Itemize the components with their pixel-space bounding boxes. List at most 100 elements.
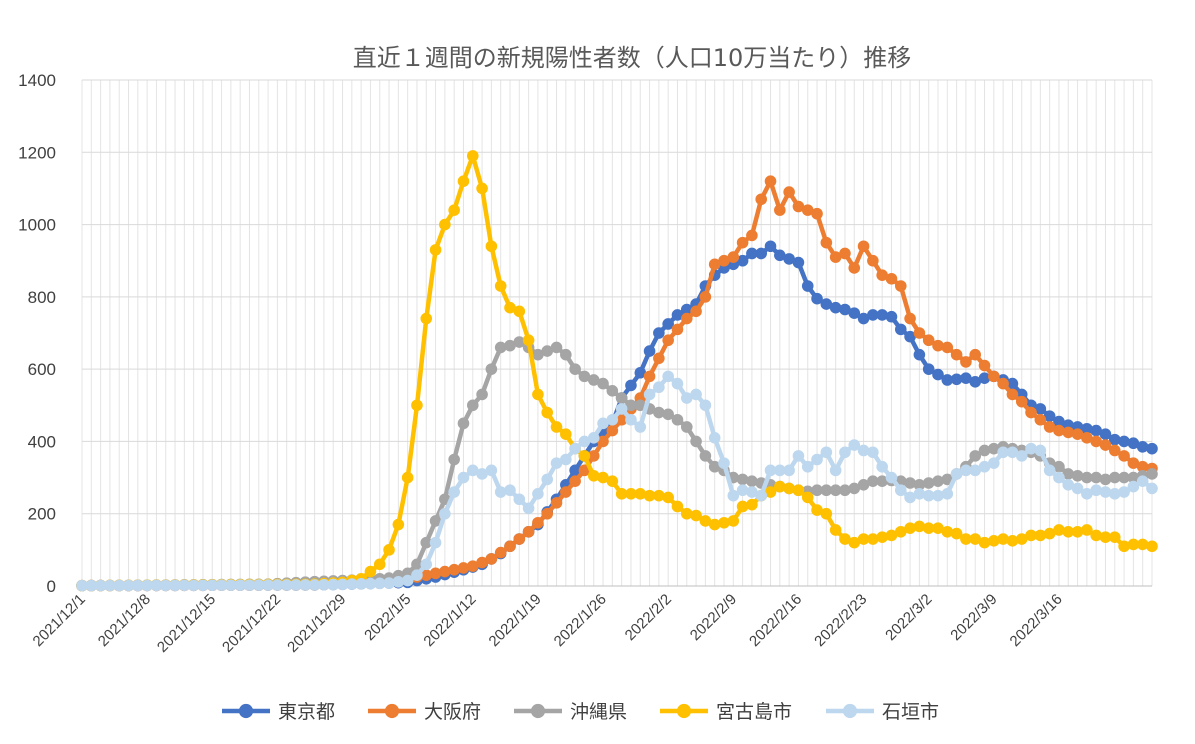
data-point [690, 509, 702, 522]
legend-label: 宮古島市 [716, 701, 792, 723]
data-point [783, 186, 795, 198]
data-point [569, 475, 581, 487]
data-point [1015, 450, 1028, 462]
data-point [885, 310, 898, 323]
data-point [494, 280, 507, 292]
data-point [867, 533, 879, 545]
data-point [466, 150, 479, 162]
data-point [969, 348, 982, 361]
data-point [373, 558, 386, 571]
data-point [439, 218, 451, 231]
x-tick-label: 2022/3/16 [1007, 591, 1066, 650]
legend-swatch-marker [384, 703, 400, 719]
data-point [560, 486, 572, 498]
y-tick-label: 1400 [18, 71, 56, 90]
legend-label: 沖縄県 [570, 701, 627, 723]
data-point [653, 381, 665, 394]
legend: 東京都 大阪府 沖縄県 宮古島市 石垣市 [222, 701, 939, 723]
x-tick-label: 2021/12/29 [284, 591, 349, 656]
data-point [941, 488, 954, 500]
data-point [1053, 424, 1065, 437]
data-point [560, 453, 572, 466]
data-point [867, 446, 879, 459]
data-point [401, 471, 414, 484]
data-point [634, 421, 647, 433]
data-point [606, 475, 619, 487]
data-point [457, 562, 470, 574]
data-point [885, 471, 898, 484]
data-point [960, 356, 972, 368]
data-point [922, 334, 935, 347]
data-point [801, 491, 814, 504]
data-point [476, 182, 488, 195]
data-point [755, 247, 768, 260]
data-point [848, 262, 861, 274]
data-point [494, 341, 507, 354]
data-point [904, 312, 916, 325]
data-point [718, 457, 730, 469]
legend-item: 大阪府 [368, 701, 481, 723]
data-point [513, 305, 526, 318]
horizontal-gridlines [82, 79, 1152, 587]
data-point [708, 518, 721, 531]
data-point [736, 473, 749, 486]
data-point [522, 525, 535, 538]
y-axis-tick-labels: 0 200 400 600 800 1000 1200 1400 [18, 71, 56, 596]
data-point [988, 535, 1000, 547]
data-point [690, 435, 702, 448]
data-point [643, 388, 656, 401]
data-point [560, 348, 572, 361]
data-point [662, 370, 674, 383]
data-point [643, 370, 656, 383]
data-point [746, 229, 758, 242]
data-point [653, 406, 665, 419]
data-point [839, 247, 851, 260]
data-point [411, 399, 423, 412]
data-point [913, 520, 926, 533]
data-point [1006, 388, 1019, 401]
data-point [894, 280, 907, 292]
data-point [950, 348, 963, 361]
data-point [392, 518, 405, 531]
chart-title: 直近１週間の新規陽性者数（人口10万当たり）推移 [353, 44, 912, 72]
series-5 [76, 370, 1158, 592]
data-point [978, 444, 991, 457]
data-point [532, 516, 544, 529]
data-point [671, 323, 684, 336]
data-point [988, 370, 1000, 383]
data-point [736, 236, 749, 249]
data-point [727, 515, 740, 527]
data-point [839, 446, 851, 459]
data-point [950, 527, 963, 540]
data-point [615, 403, 628, 415]
data-point [364, 565, 377, 578]
data-point [606, 413, 619, 426]
data-point [1025, 406, 1037, 419]
data-point [746, 498, 758, 511]
data-point [1118, 450, 1130, 462]
data-point [1062, 426, 1075, 439]
data-point [792, 450, 805, 462]
y-tick-label: 600 [28, 360, 56, 379]
data-point [1034, 529, 1047, 542]
data-point [848, 439, 861, 451]
data-point [1127, 480, 1140, 493]
data-point [401, 574, 414, 587]
y-tick-label: 800 [28, 288, 56, 307]
data-point [485, 240, 498, 253]
data-point [550, 497, 563, 509]
x-tick-label: 2022/1/19 [486, 591, 545, 650]
data-point [550, 341, 563, 354]
series-2 [76, 175, 1158, 592]
data-point [513, 533, 526, 545]
data-point [476, 388, 488, 401]
data-point [978, 359, 991, 372]
data-point [671, 413, 684, 426]
data-point [615, 392, 628, 404]
data-point [448, 486, 460, 498]
data-point [876, 531, 888, 544]
data-point [532, 388, 544, 401]
data-point [792, 484, 805, 497]
data-point [894, 323, 907, 336]
y-tick-label: 0 [47, 577, 56, 596]
